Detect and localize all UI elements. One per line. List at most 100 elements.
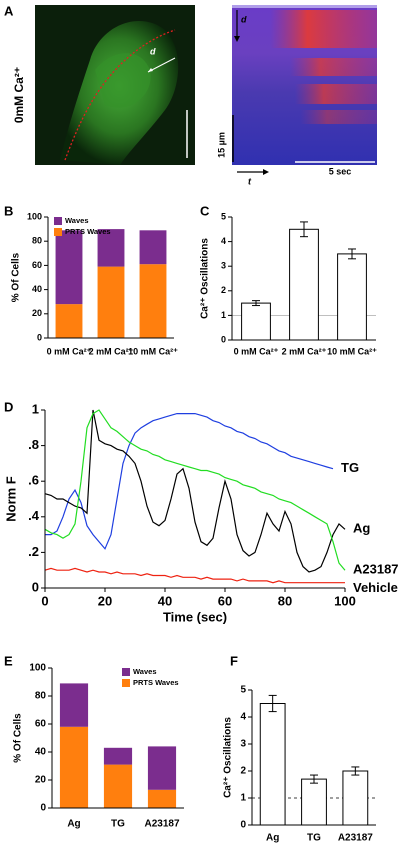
bar (259, 703, 286, 826)
x-tick-label: 20 (98, 593, 112, 608)
bar-segment (55, 304, 83, 338)
bar-segment (97, 266, 125, 338)
y-tick-label: 2 (240, 766, 246, 777)
x-tick-label: 0 mM Ca²⁺ (47, 346, 92, 356)
bar (289, 228, 319, 341)
y-tick-label: 0 (221, 334, 226, 344)
legend-swatch (54, 228, 62, 236)
y-axis-label: % Of Cells (13, 713, 24, 763)
y-tick-label: 4 (221, 236, 226, 246)
bar-segment (59, 683, 89, 727)
y-axis-label: Ca²⁺ Oscillations (223, 717, 234, 798)
bar-segment (147, 746, 177, 790)
y-tick-label: .4 (28, 508, 40, 523)
x-tick-label: A23187 (338, 833, 373, 844)
panel-letter: D (4, 399, 13, 414)
x-tick-label: 10 mM Ca²⁺ (327, 346, 377, 356)
x-tick-label: 0 (41, 593, 48, 608)
direction-label: d (150, 46, 156, 56)
y-tick-label: 40 (35, 747, 47, 758)
series-label: Vehicle (353, 580, 398, 595)
panel-letter: F (230, 653, 238, 668)
y-tick-label: 2 (221, 285, 226, 295)
x-tick-label: A23187 (144, 819, 179, 830)
y-tick-label: 0 (40, 803, 46, 814)
y-tick-label: 0 (240, 820, 246, 831)
x-tick-label: Ag (67, 819, 80, 830)
y-tick-label: 20 (32, 308, 42, 318)
legend-label: Waves (65, 216, 89, 225)
y-axis-label: Norm F (3, 476, 18, 522)
time-label: t (248, 176, 252, 186)
y-tick-label: 1 (221, 310, 226, 320)
legend-label: PRTS Waves (65, 227, 111, 236)
y-tick-label: .8 (28, 437, 39, 452)
series-label: TG (341, 460, 359, 475)
y-tick-label: 80 (32, 236, 42, 246)
y-tick-label: 4 (240, 712, 246, 723)
x-tick-label: Ag (266, 833, 279, 844)
bar (301, 778, 327, 826)
x-tick-label: TG (111, 819, 125, 830)
y-tick-label: 1 (240, 793, 246, 804)
bar-segment (147, 789, 177, 808)
bar-segment (59, 726, 89, 808)
bar-segment (139, 264, 167, 338)
line-series (44, 409, 346, 573)
panel-letter: C (200, 203, 210, 218)
chart-panel: F Ca²⁺ Oscillations 0 1 2 3 4 5 Ag TG A23187 (223, 653, 376, 844)
x-tick-label: 60 (218, 593, 232, 608)
chart-panel: C Ca²⁺ Oscillations 0 1 2 3 4 5 0 mM Ca²⁺ 2 mM Ca… (200, 203, 377, 356)
x-tick-label: 2 mM Ca²⁺ (89, 346, 134, 356)
y-tick-label: 100 (29, 663, 46, 674)
y-tick-label: 5 (221, 211, 226, 221)
kymograph: d 15 µm t 5 sec (216, 5, 377, 186)
x-axis-label: Time (sec) (163, 609, 227, 624)
bar (342, 770, 369, 826)
chart-panel: D Norm F 0 .2 .4 .6 .8 1 0 20 40 60 80 100 Time (sec) T… (3, 399, 398, 624)
y-tick-label: 3 (240, 739, 246, 750)
line-series (44, 567, 345, 584)
x-tick-label: 100 (334, 593, 356, 608)
y-tick-label: 0 (32, 579, 39, 594)
y-tick-label: 100 (27, 211, 42, 221)
y-tick-label: 1 (32, 401, 39, 416)
x-tick-label: 2 mM Ca²⁺ (282, 346, 327, 356)
x-tick-label: TG (307, 833, 321, 844)
y-axis-label: % Of Cells (11, 252, 22, 302)
y-tick-label: 60 (32, 260, 42, 270)
x-tick-label: 80 (278, 593, 292, 608)
y-tick-label: 5 (240, 685, 246, 696)
chart-panel: B % Of Cells 0 20 40 60 80 100 0 mM Ca²⁺2 mM Ca²… (4, 203, 178, 356)
legend-swatch (54, 217, 62, 225)
line-series (44, 409, 346, 571)
bar-segment (55, 230, 83, 305)
legend-swatch (122, 679, 130, 687)
series-label: A23187 (353, 562, 399, 577)
x-tick-label: 0 mM Ca²⁺ (234, 346, 279, 356)
x-tick-label: 10 mM Ca²⁺ (128, 346, 178, 356)
y-tick-label: .2 (28, 544, 39, 559)
bar-segment (139, 230, 167, 265)
panel-letter: A (4, 3, 14, 18)
line-series (45, 413, 334, 550)
x-tick-label: 40 (158, 593, 172, 608)
y-tick-label: 40 (32, 284, 42, 294)
scale-bar-label: 15 µm (216, 132, 226, 158)
legend-swatch (122, 668, 130, 676)
legend-label: Waves (133, 667, 157, 676)
y-tick-label: 60 (35, 719, 47, 730)
bar-segment (103, 747, 133, 765)
panel-letter: B (4, 203, 13, 218)
series-label: Ag (353, 521, 370, 536)
micrograph: d (35, 5, 195, 165)
scale-bar-label: 5 sec (329, 166, 352, 176)
bar (337, 253, 367, 341)
y-tick-label: 3 (221, 261, 226, 271)
bar-segment (103, 764, 133, 808)
bar (241, 302, 271, 341)
y-tick-label: 0 (37, 332, 42, 342)
y-tick-label: 20 (35, 775, 47, 786)
